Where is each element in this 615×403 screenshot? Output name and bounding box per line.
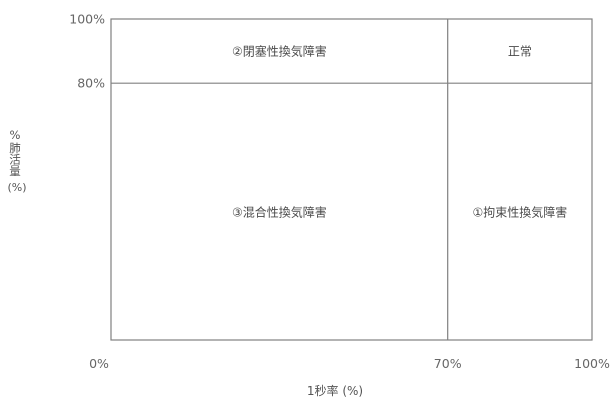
y-axis-label-main: %肺活量	[8, 128, 22, 177]
y-tick-label: 100%	[69, 11, 105, 27]
x-tick-label: 0%	[89, 356, 109, 371]
region-label: ③混合性換気障害	[231, 205, 327, 220]
x-tick-label: 70%	[433, 356, 462, 371]
region-label: ②閉塞性換気障害	[231, 44, 327, 59]
y-tick-label: 80%	[77, 75, 105, 91]
plot-frame	[110, 18, 593, 341]
y-axis-label: %肺活量 (%)	[7, 128, 30, 194]
x-axis-label: 1秒率 (%)	[306, 384, 364, 398]
x-tick-label: 100%	[574, 356, 610, 371]
region-label: ①拘束性換気障害	[472, 205, 568, 220]
y-axis-label-unit: (%)	[7, 180, 27, 194]
region-label: 正常	[507, 44, 532, 59]
